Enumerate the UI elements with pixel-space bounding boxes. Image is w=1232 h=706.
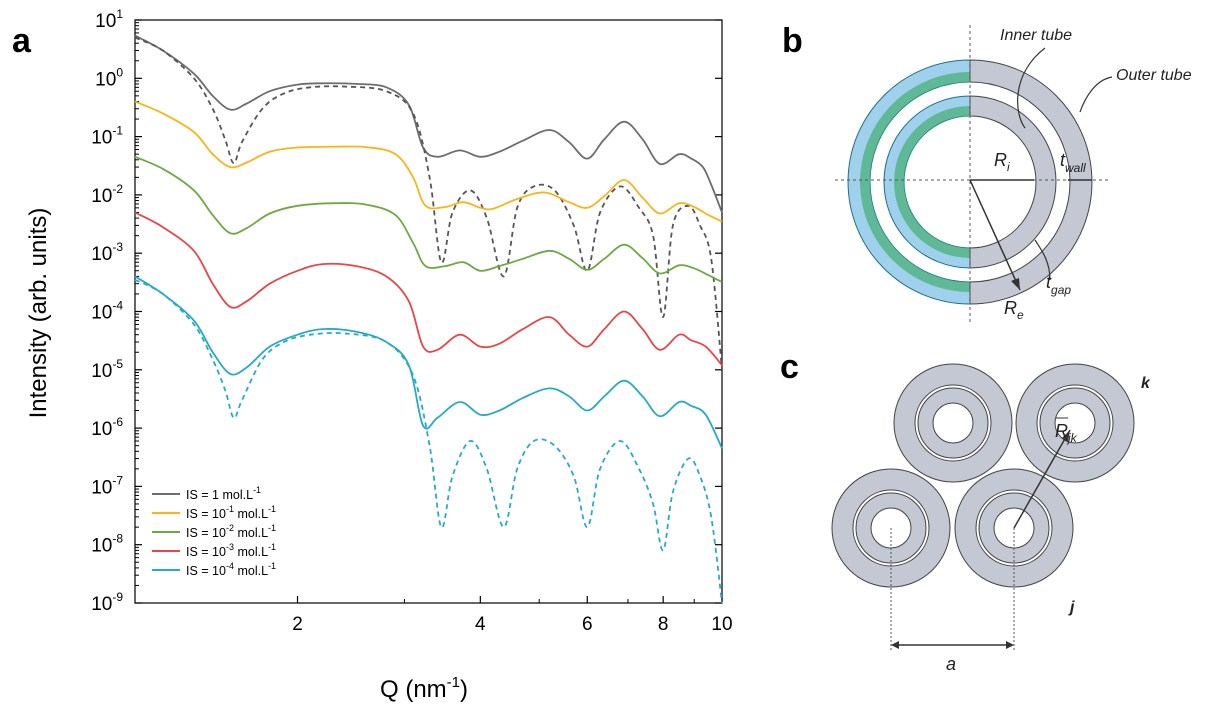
- svg-text:IS = 10-4 mol.L-1: IS = 10-4 mol.L-1: [186, 561, 276, 578]
- x-tick-label: 2: [292, 614, 303, 635]
- chart-legend: IS = 1 mol.L-1 IS = 10-1 mol.L-1 IS = 10…: [152, 485, 276, 578]
- rjk-arrow: [1013, 429, 1071, 529]
- y-tick-label: 10-4: [91, 299, 123, 324]
- tube-cross-section-k: [1015, 363, 1135, 483]
- series-line: [134, 275, 723, 449]
- t-gap-label: tgap: [1046, 272, 1071, 297]
- a-arrowhead-right: [1006, 641, 1014, 649]
- legend-entry: IS = 10-1 mol.L-1: [152, 504, 276, 521]
- a-arrowhead-left: [891, 641, 899, 649]
- series-line: [134, 34, 723, 213]
- outer-tube-ring: [969, 59, 1093, 305]
- t-gap-pointer: [1034, 239, 1051, 281]
- svg-text:IS = 10-1 mol.L-1: IS = 10-1 mol.L-1: [186, 504, 276, 521]
- a-label: a: [946, 654, 956, 674]
- legend-entry: IS = 10-2 mol.L-1: [152, 523, 276, 540]
- legend-label: IS = 10: [186, 545, 226, 559]
- x-tick-label: 8: [658, 614, 669, 635]
- t-wall-label: twall: [1060, 150, 1086, 175]
- legend-label: IS = 1 mol.L: [186, 488, 253, 502]
- series-line-dashed: [134, 36, 723, 370]
- r-i-label: Ri: [994, 150, 1010, 174]
- svg-text:IS = 10-3 mol.L-1: IS = 10-3 mol.L-1: [186, 542, 276, 559]
- y-tick-label: 10-6: [91, 415, 123, 440]
- inner-tube-pointer: [1017, 47, 1046, 129]
- y-tick-label: 10-3: [91, 240, 123, 265]
- k-label: k: [1141, 375, 1151, 392]
- x-axis-title: Q (nm-1): [380, 674, 468, 703]
- legend-entry: IS = 10-3 mol.L-1: [152, 542, 276, 559]
- inner-tube-label: Inner tube: [1000, 27, 1072, 44]
- x-axis-ticks: 2 4 6 8 10: [292, 596, 733, 635]
- y-tick-label: 10-1: [91, 124, 123, 149]
- panel-b-letter: b: [782, 22, 803, 60]
- chart-series: [134, 34, 723, 604]
- diagram-panel-c: k j a Rjk: [831, 363, 1151, 674]
- series-line-dashed: [134, 278, 723, 604]
- x-tick-label: 10: [711, 614, 732, 635]
- series-line: [134, 155, 723, 283]
- r-e-arrow: [969, 179, 1021, 291]
- y-tick-label: 10-9: [91, 590, 123, 615]
- y-tick-label: 10-2: [91, 182, 123, 207]
- legend-label: IS = 10: [186, 507, 226, 521]
- outer-tube-label: Outer tube: [1116, 67, 1192, 84]
- x-tick-label: 6: [582, 614, 593, 635]
- svg-text:IS = 10-2 mol.L-1: IS = 10-2 mol.L-1: [186, 523, 276, 540]
- rjk-arrowhead: [1062, 430, 1070, 442]
- legend-entry: IS = 1 mol.L-1: [152, 485, 261, 502]
- y-axis-ticks: 101 100 10-1 10-2 10-3 10-4 10-5 10-6 10-7 10-8 10…: [91, 7, 722, 615]
- series-line: [134, 211, 723, 366]
- diagram-panel-b: Inner tube Outer tube Ri Re twall tgap: [835, 25, 1192, 322]
- panel-c-letter: c: [780, 348, 799, 386]
- outer-tube-pointer: [1079, 76, 1113, 113]
- y-tick-label: 10-5: [91, 357, 123, 382]
- inner-tube-ring: [969, 95, 1057, 269]
- legend-label: IS = 10: [186, 526, 226, 540]
- r-e-arrowhead: [1011, 278, 1020, 290]
- y-axis-title: Intensity (arb. units): [25, 208, 52, 419]
- panel-a-letter: a: [12, 22, 32, 60]
- legend-label: IS = 10: [186, 564, 226, 578]
- chart-panel-a: 2 4 6 8 10 101 100 10-1 10-2 10-3 10-4 10-5 10-6 10-…: [25, 7, 733, 703]
- x-tick-label: 4: [475, 614, 486, 635]
- y-tick-label: 101: [95, 7, 123, 32]
- j-label: j: [1068, 599, 1075, 616]
- y-tick-label: 100: [95, 65, 123, 90]
- legend-entry: IS = 10-4 mol.L-1: [152, 561, 276, 578]
- svg-text:IS = 1 mol.L-1: IS = 1 mol.L-1: [186, 485, 261, 502]
- y-tick-label: 10-8: [91, 532, 123, 557]
- rjk-label: Rjk: [1055, 421, 1078, 445]
- series-line: [134, 100, 723, 223]
- inner-wall-inner-band: [894, 106, 970, 258]
- r-e-label: Re: [1004, 298, 1024, 322]
- y-tick-label: 10-7: [91, 473, 123, 498]
- tube-cross-section: [893, 363, 1013, 483]
